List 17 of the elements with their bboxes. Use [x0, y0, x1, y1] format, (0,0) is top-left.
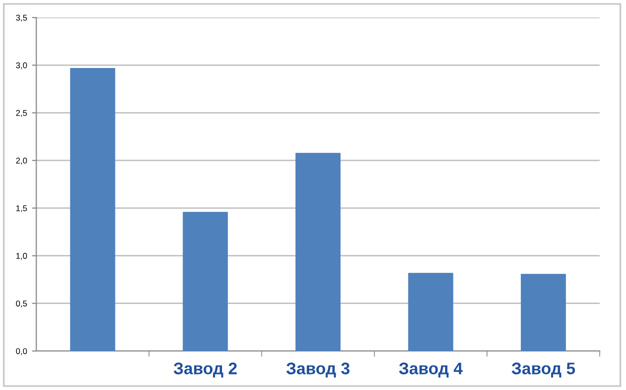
y-tick-label: 2,0	[16, 158, 27, 165]
bar	[408, 272, 454, 351]
x-tick-label: Завод 5	[512, 362, 575, 378]
y-tick-label: 0,5	[16, 300, 27, 308]
x-tick-label: Завод 3	[286, 362, 350, 378]
y-tick-label: 1,5	[16, 205, 27, 212]
bar	[70, 68, 116, 351]
bar	[520, 274, 566, 351]
y-tick-label: 1,0	[16, 252, 27, 260]
y-tick-label: 2,5	[16, 110, 27, 117]
x-tick-label: Завод 4	[398, 362, 463, 378]
bar	[182, 212, 228, 351]
y-tick-label: 3,0	[16, 62, 27, 70]
bar	[295, 152, 341, 351]
x-tick-label: Завод 2	[174, 362, 237, 378]
y-tick-label: 0,0	[16, 348, 27, 356]
y-tick-label: 3,5	[16, 14, 27, 22]
